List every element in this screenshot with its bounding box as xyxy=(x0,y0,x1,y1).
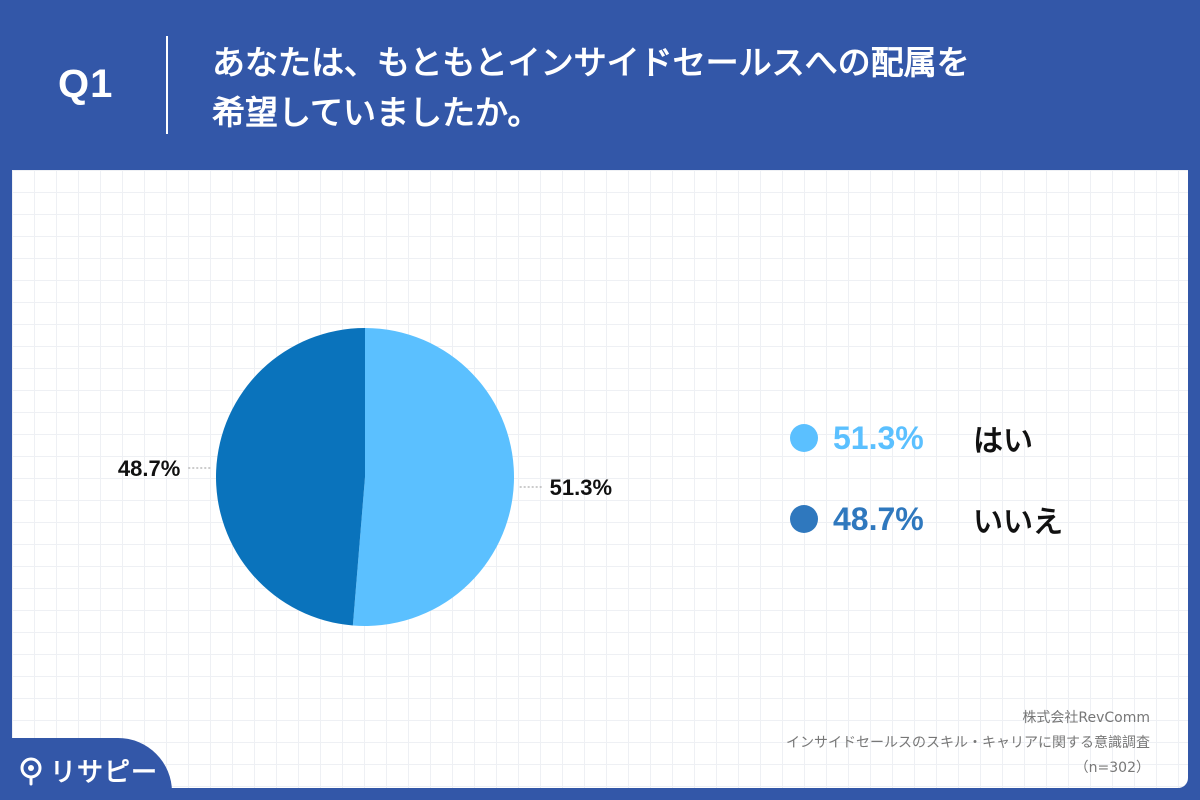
pie-chart: 51.3% 48.7% xyxy=(118,328,612,626)
brand-logo: リサピー xyxy=(18,752,158,789)
legend: 51.3% はい 48.7% いいえ xyxy=(790,416,1063,578)
location-pin-icon xyxy=(20,757,42,785)
chart-panel: 51.3% 48.7% 51.3% はい 48.7% いいえ 株式会社RevCom… xyxy=(12,170,1188,788)
source-note: 株式会社RevComm インサイドセールスのスキル・キャリアに関する意識調査 （… xyxy=(786,706,1150,781)
question-line-1: あなたは、もともとインサイドセールスへの配属を xyxy=(212,43,970,82)
legend-no-value: 48.7% xyxy=(833,500,924,537)
logo-text: リサピー xyxy=(50,758,159,788)
pie-slice-no xyxy=(215,328,365,626)
source-sample-size: （n=302） xyxy=(1074,760,1150,776)
legend-yes-dot xyxy=(790,424,818,452)
legend-yes-label: はい xyxy=(973,424,1033,459)
source-company: 株式会社RevComm xyxy=(1022,710,1150,726)
legend-item-no: 48.7% いいえ xyxy=(790,497,1063,541)
legend-no-label: いいえ xyxy=(973,505,1063,540)
header-divider xyxy=(166,36,168,134)
source-survey: インサイドセールスのスキル・キャリアに関する意識調査 xyxy=(786,735,1150,751)
legend-item-yes: 51.3% はい xyxy=(790,416,1063,460)
legend-yes-value: 51.3% xyxy=(833,419,924,456)
pie-label-yes: 51.3% xyxy=(550,475,612,500)
header: Q1 あなたは、もともとインサイドセールスへの配属を 希望していましたか。 xyxy=(0,0,1200,170)
question-line-2: 希望していましたか。 xyxy=(212,93,541,132)
question-number: Q1 xyxy=(58,62,114,106)
question-text: あなたは、もともとインサイドセールスへの配属を 希望していましたか。 xyxy=(212,38,1152,138)
pie-slice-yes xyxy=(352,328,514,626)
legend-no-dot xyxy=(790,505,818,533)
pie-label-no: 48.7% xyxy=(118,456,180,481)
